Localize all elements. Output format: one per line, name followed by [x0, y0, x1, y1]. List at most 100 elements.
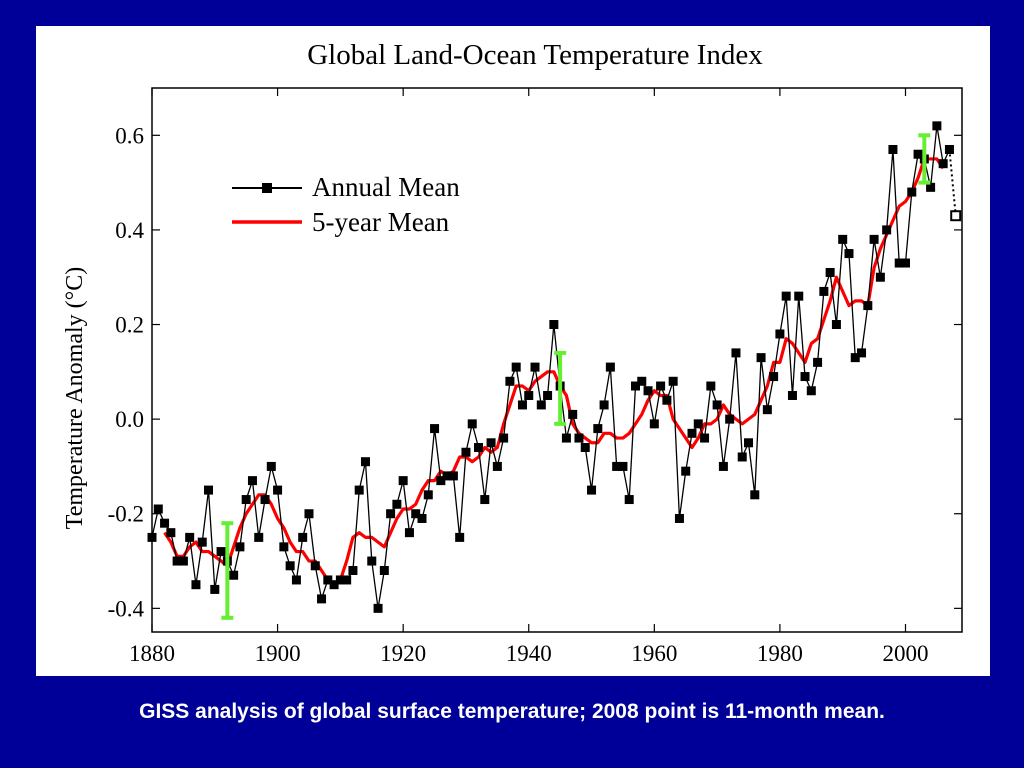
data-point-annual-mean [907, 187, 917, 197]
data-point-annual-mean [197, 537, 207, 547]
data-point-annual-mean [185, 532, 195, 542]
data-point-annual-mean [241, 495, 251, 505]
data-point-annual-mean [926, 182, 936, 192]
data-point-annual-mean [712, 400, 722, 410]
data-point-annual-mean [781, 291, 791, 301]
data-point-annual-mean [536, 400, 546, 410]
data-point-annual-mean [813, 357, 823, 367]
data-point-annual-mean [499, 433, 509, 443]
data-point-annual-mean [737, 452, 747, 462]
data-point-annual-mean [153, 504, 163, 514]
data-point-annual-mean [888, 144, 898, 154]
data-point-annual-mean [254, 532, 264, 542]
data-point-annual-mean [298, 532, 308, 542]
data-point-annual-mean [599, 400, 609, 410]
data-point-annual-mean [574, 433, 584, 443]
x-tick-label: 1880 [129, 641, 175, 666]
data-point-annual-mean [850, 353, 860, 363]
data-point-annual-mean [857, 348, 867, 358]
data-point-annual-mean [744, 438, 754, 448]
data-point-annual-mean [423, 490, 433, 500]
data-point-annual-mean [304, 509, 314, 519]
data-point-annual-mean [404, 528, 414, 538]
x-tick-label: 1940 [506, 641, 552, 666]
partial-year-connector [948, 149, 957, 216]
data-point-annual-mean [247, 476, 257, 486]
chart-annotations [221, 133, 962, 620]
data-point-annual-mean [656, 381, 666, 391]
data-point-annual-mean [618, 461, 628, 471]
data-point-annual-mean [178, 556, 188, 566]
data-point-annual-mean [486, 438, 496, 448]
data-point-annual-mean [411, 509, 421, 519]
data-point-annual-mean [662, 395, 672, 405]
data-point-annual-mean [568, 409, 578, 419]
data-point-annual-mean [794, 291, 804, 301]
data-point-annual-mean [693, 419, 703, 429]
y-tick-label: 0.2 [115, 313, 144, 338]
data-point-annual-mean [543, 390, 553, 400]
data-point-annual-mean [166, 528, 176, 538]
data-point-annual-mean [605, 362, 615, 372]
data-point-annual-mean [386, 509, 396, 519]
chart-panel: Global Land-Ocean Temperature Index Temp… [36, 26, 990, 676]
data-point-annual-mean [637, 376, 647, 386]
data-point-annual-mean [204, 485, 214, 495]
y-tick-label: -0.4 [108, 596, 145, 621]
data-point-annual-mean [894, 258, 904, 268]
data-point-annual-mean [869, 234, 879, 244]
data-point-annual-mean [266, 461, 276, 471]
data-point-annual-mean [430, 424, 440, 434]
x-tick-label: 1960 [631, 641, 677, 666]
data-point-annual-mean [448, 471, 458, 481]
data-point-annual-mean [580, 443, 590, 453]
data-point-annual-mean [762, 405, 772, 415]
y-tick-label: 0.0 [115, 407, 144, 432]
data-point-annual-mean [706, 381, 716, 391]
data-point-annual-mean [160, 518, 170, 528]
data-point-annual-mean [844, 249, 854, 259]
data-point-annual-mean [517, 400, 527, 410]
data-point-annual-mean [235, 542, 245, 552]
data-point-annual-mean [285, 561, 295, 571]
data-point-annual-mean [838, 234, 848, 244]
data-point-annual-mean [630, 381, 640, 391]
data-point-annual-mean [718, 461, 728, 471]
series-annual-mean [147, 121, 954, 613]
data-point-annual-mean [831, 320, 841, 330]
series-5-year-mean [163, 157, 945, 587]
legend-5yr-label: 5-year Mean [312, 207, 450, 237]
data-point-annual-mean [938, 159, 948, 169]
data-point-annual-mean [649, 419, 659, 429]
data-point-annual-mean [354, 485, 364, 495]
data-point-annual-mean [756, 353, 766, 363]
data-point-annual-mean [511, 362, 521, 372]
data-point-annual-mean [467, 419, 477, 429]
data-point-annual-mean [731, 348, 741, 358]
data-point-annual-mean [769, 372, 779, 382]
x-tick-label: 1980 [757, 641, 803, 666]
data-point-annual-mean [147, 532, 157, 542]
data-point-annual-mean [260, 495, 270, 505]
data-point-partial-year [950, 210, 962, 222]
data-point-annual-mean [530, 362, 540, 372]
data-point-annual-mean [455, 532, 465, 542]
data-point-annual-mean [172, 556, 182, 566]
y-tick-label: -0.2 [108, 502, 144, 527]
data-point-annual-mean [524, 390, 534, 400]
data-point-annual-mean [643, 386, 653, 396]
axis-ticks: 1880 1900 1920 1940 1960 1980 2000 0.6 0.4 0.2 0.0… [108, 88, 962, 666]
data-point-annual-mean [442, 471, 452, 481]
legend: Annual Mean 5-year Mean [232, 172, 460, 237]
data-point-annual-mean [398, 476, 408, 486]
data-point-annual-mean [624, 495, 634, 505]
data-point-annual-mean [674, 513, 684, 523]
data-point-annual-mean [612, 461, 622, 471]
data-point-annual-mean [461, 447, 471, 457]
data-point-annual-mean [800, 372, 810, 382]
data-point-annual-mean [875, 272, 885, 282]
data-point-annual-mean [561, 433, 571, 443]
data-point-annual-mean [787, 390, 797, 400]
data-point-annual-mean [323, 575, 333, 585]
series-line-5-year-mean [163, 157, 945, 587]
